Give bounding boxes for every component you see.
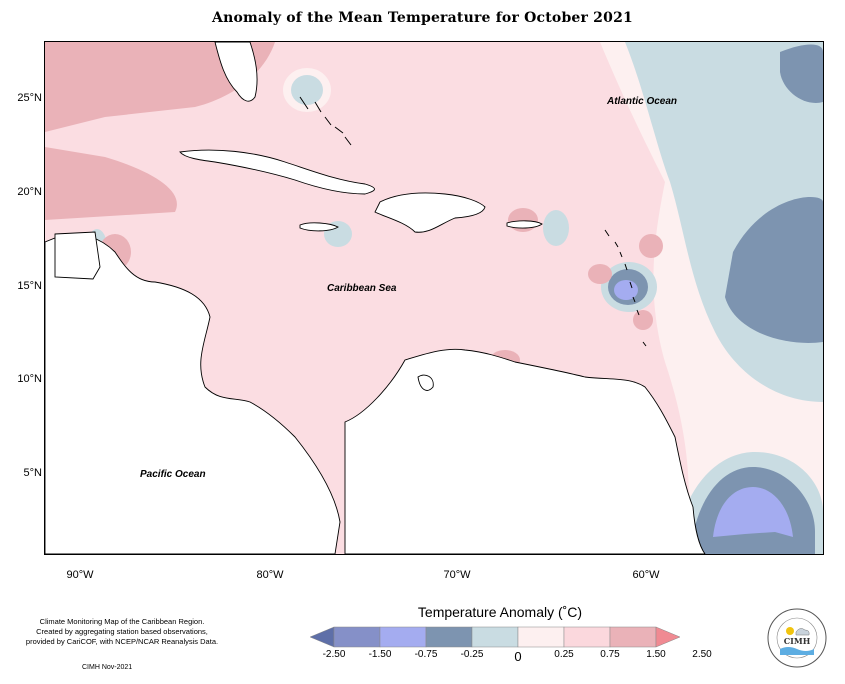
land-group bbox=[45, 42, 706, 554]
legend-tick-label: 0 bbox=[514, 649, 522, 664]
lat-label-15n: 15°N bbox=[17, 280, 42, 292]
legend-tick-label: 1.50 bbox=[646, 649, 666, 660]
legend-tick-label: 0.75 bbox=[600, 649, 620, 660]
bahamas-islands bbox=[299, 96, 352, 146]
legend-arrow-right bbox=[655, 626, 681, 648]
legend-colorbar-svg bbox=[309, 626, 681, 648]
logo-text: CIMH bbox=[784, 636, 811, 646]
pacific-ocean-label: Pacific Ocean bbox=[140, 469, 206, 480]
lon-label-70w: 70°W bbox=[443, 569, 471, 581]
sun-icon bbox=[786, 627, 794, 635]
wave-icon bbox=[780, 647, 814, 655]
anomaly-zone-bahamas-cool bbox=[291, 75, 323, 105]
lat-label-5n: 5°N bbox=[23, 467, 42, 479]
legend-tick-label: -0.25 bbox=[460, 649, 484, 660]
lon-label-80w: 80°W bbox=[256, 569, 284, 581]
legend-tick-label: 0.25 bbox=[554, 649, 574, 660]
florida-landmass bbox=[214, 42, 258, 102]
anomaly-zone-puerto-rico bbox=[543, 210, 569, 246]
legend-swatch bbox=[563, 626, 611, 648]
south-america-landmass bbox=[344, 348, 706, 554]
anomaly-map: Atlantic Ocean Caribbean Sea Pacific Oce… bbox=[44, 41, 824, 555]
footer-credit: CIMH Nov-2021 bbox=[82, 664, 133, 671]
cloud-icon bbox=[795, 628, 810, 636]
legend-tick-label: -1.50 bbox=[368, 649, 392, 660]
legend-arrow-left bbox=[309, 626, 335, 648]
legend-tick-label: -0.75 bbox=[414, 649, 438, 660]
cuba-landmass bbox=[179, 149, 375, 195]
footer-note-line3: provided by CariCOF, with NCEP/NCAR Rean… bbox=[25, 637, 219, 646]
anomaly-zone-cold-ne bbox=[780, 44, 823, 103]
legend-swatch bbox=[471, 626, 519, 648]
cimh-logo-svg: CIMH bbox=[767, 608, 827, 668]
central-america-landmass bbox=[45, 233, 341, 554]
cimh-logo: CIMH bbox=[766, 607, 828, 669]
legend-swatch bbox=[379, 626, 427, 648]
footer-note-line1: Climate Monitoring Map of the Caribbean … bbox=[39, 617, 205, 626]
lat-label-10n: 10°N bbox=[17, 373, 42, 385]
legend-swatch bbox=[517, 626, 565, 648]
maracaibo-outline bbox=[417, 374, 434, 391]
legend-title: Temperature Anomaly (˚C) bbox=[417, 604, 583, 620]
legend-swatch bbox=[425, 626, 473, 648]
anomaly-zone-warm-guadeloupe bbox=[639, 234, 663, 258]
lesser-antilles-group bbox=[299, 96, 647, 347]
puerto-rico-landmass bbox=[506, 220, 543, 229]
atlantic-ocean-label: Atlantic Ocean bbox=[606, 96, 677, 107]
legend-swatch bbox=[333, 626, 381, 648]
legend-swatch bbox=[609, 626, 657, 648]
anomaly-zone-warm-gulf bbox=[45, 147, 177, 220]
lesser-antilles-islands bbox=[604, 229, 647, 347]
jamaica-landmass bbox=[299, 222, 339, 232]
legend-colorbar bbox=[309, 626, 682, 653]
yucatan-belize-landmass bbox=[54, 231, 101, 280]
map-title: Anomaly of the Mean Temperature for Octo… bbox=[212, 10, 633, 26]
anomaly-zone-warm-antilles bbox=[588, 264, 612, 284]
footer-note-line2: Created by aggregating station based obs… bbox=[36, 627, 208, 636]
lon-label-90w: 90°W bbox=[66, 569, 94, 581]
lat-label-20n: 20°N bbox=[17, 186, 42, 198]
legend-tick-label: 2.50 bbox=[692, 649, 712, 660]
hispaniola-landmass bbox=[374, 192, 486, 233]
anomaly-zone-guiana-coldest bbox=[713, 487, 793, 537]
anomaly-zone-antilles-coldest bbox=[614, 280, 638, 300]
anomaly-map-svg: Atlantic Ocean Caribbean Sea Pacific Oce… bbox=[45, 42, 823, 554]
anomaly-zone-cold-atlantic bbox=[725, 197, 823, 343]
anomaly-zone-warm-barbados bbox=[633, 310, 653, 330]
legend-tick-label: -2.50 bbox=[322, 649, 346, 660]
lat-label-25n: 25°N bbox=[17, 92, 42, 104]
anomaly-zone-warm-north bbox=[45, 42, 275, 132]
caribbean-sea-label: Caribbean Sea bbox=[327, 283, 397, 294]
lon-label-60w: 60°W bbox=[632, 569, 660, 581]
footer-note: Climate Monitoring Map of the Caribbean … bbox=[22, 617, 222, 647]
